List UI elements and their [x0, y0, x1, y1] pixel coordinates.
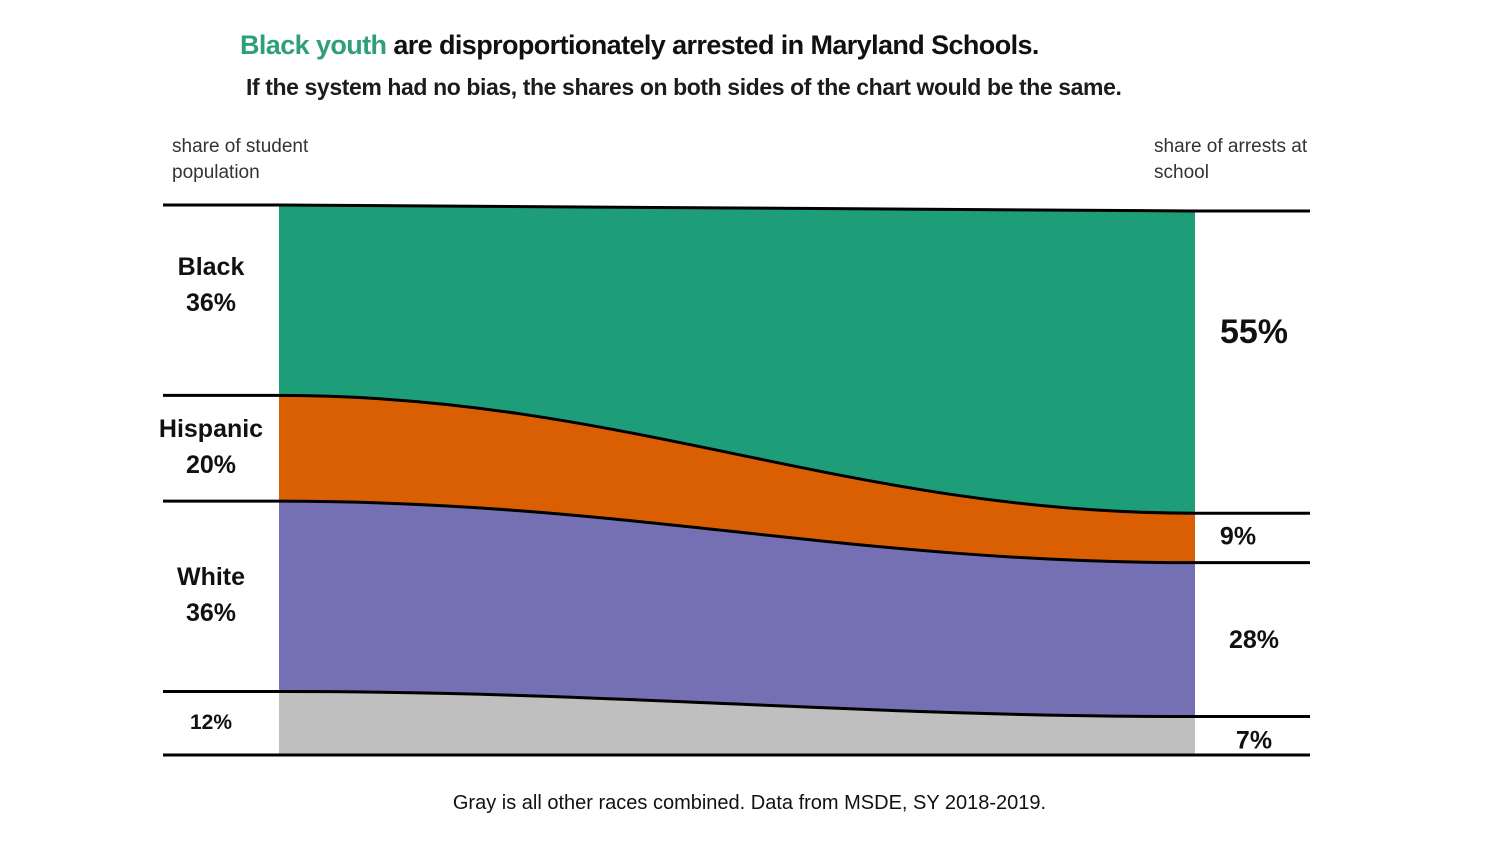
left-axis-label-line-2: population: [172, 162, 260, 183]
black-band: [279, 205, 1195, 514]
black-right-label: 55%: [1220, 313, 1288, 351]
boundary-curve-2: [278, 499, 1196, 565]
right-axis-label-line-2: school: [1154, 162, 1209, 183]
hispanic-left-label-1: 20%: [186, 451, 236, 479]
other-left-label-0: 12%: [190, 711, 232, 734]
right-axis-label: share of arrests at school: [1154, 134, 1354, 186]
left-axis-label: share of student population: [172, 134, 372, 186]
chart-subtitle: If the system had no bias, the shares on…: [246, 74, 1122, 100]
hispanic-band: [279, 395, 1195, 563]
chart-title-highlight: Black youth: [240, 30, 387, 60]
white-left-label-0: White: [177, 563, 245, 591]
boundary-curve-1: [278, 393, 1196, 515]
boundary-curve-0: [278, 203, 1196, 213]
chart-title-rest: are disproportionately arrested in Maryl…: [386, 30, 1039, 60]
right-axis-label-line-1: share of arrests at: [1154, 136, 1308, 157]
hispanic-left-label-0: Hispanic: [159, 415, 263, 443]
chart-title: Black youth are disproportionately arres…: [240, 30, 1039, 61]
other-right-label: 7%: [1236, 726, 1272, 754]
white-left-label-1: 36%: [186, 599, 236, 627]
footnote: Gray is all other races combined. Data f…: [452, 792, 1047, 814]
black-left-label-1: 36%: [186, 289, 236, 317]
left-axis-label-line-1: share of student: [172, 136, 309, 157]
hispanic-right-label: 9%: [1220, 523, 1256, 551]
white-right-label: 28%: [1229, 626, 1279, 654]
other-band: [279, 691, 1195, 755]
black-left-label-0: Black: [178, 253, 245, 281]
boundary-curve-3: [278, 690, 1196, 719]
